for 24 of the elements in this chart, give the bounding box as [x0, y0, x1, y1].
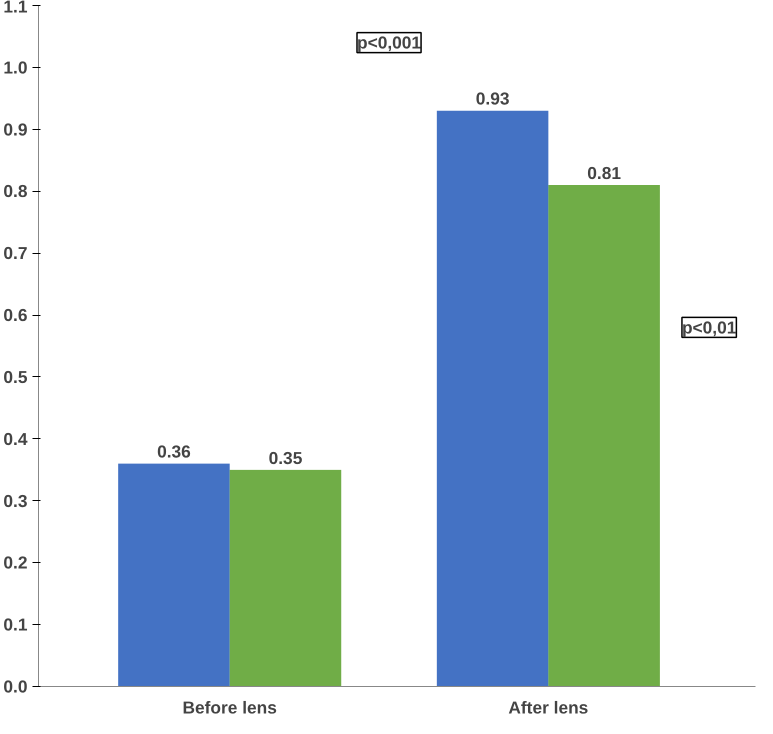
- y-tick-label: 0.6: [3, 305, 28, 326]
- y-tick-label: 0.5: [3, 366, 28, 387]
- y-tick-label: 0.1: [3, 614, 28, 635]
- annotation: p<0,01: [682, 317, 737, 338]
- text: 0.0: [3, 676, 28, 696]
- data-label: 0.35: [268, 448, 303, 468]
- y-tick-label: 0.7: [3, 243, 28, 264]
- x-tick-label: Before lens: [182, 698, 277, 718]
- data-label: 0.93: [476, 88, 510, 109]
- x-tick-label: After lens: [508, 698, 588, 718]
- y-tick-label: 1.1: [3, 0, 28, 16]
- y-tick-label: 0.3: [3, 490, 28, 511]
- annotation: p<0,001: [357, 32, 422, 53]
- y-tick-label: 0.4: [3, 428, 28, 449]
- bar: [548, 185, 660, 686]
- bar: [436, 110, 548, 686]
- y-tick-label: 0.2: [3, 552, 28, 573]
- bar: [118, 464, 230, 686]
- data-label: 0.36: [157, 442, 192, 462]
- bar: [230, 470, 342, 686]
- text: 1.0: [3, 57, 28, 78]
- data-label: 0.81: [587, 163, 622, 184]
- y-tick-label: 0.8: [3, 181, 28, 202]
- y-tick-label: 0.9: [3, 119, 28, 140]
